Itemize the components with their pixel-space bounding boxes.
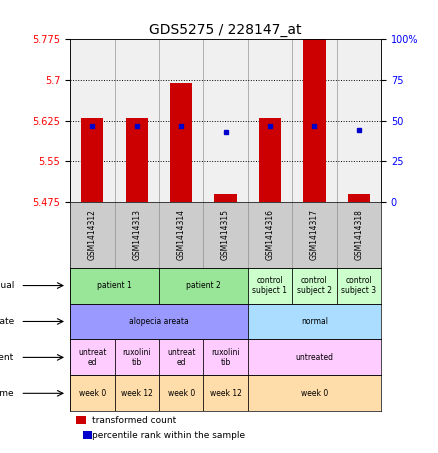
Bar [348,194,370,202]
Text: GSM1414314: GSM1414314 [177,209,186,260]
Text: patient 2: patient 2 [186,281,221,290]
FancyBboxPatch shape [203,376,248,411]
Text: agent: agent [0,353,14,362]
FancyBboxPatch shape [114,339,159,376]
Text: GSM1414315: GSM1414315 [221,209,230,260]
Text: week 0: week 0 [79,389,106,398]
FancyBboxPatch shape [70,376,114,411]
FancyBboxPatch shape [248,268,292,304]
FancyBboxPatch shape [203,339,248,376]
Text: disease state: disease state [0,317,14,326]
FancyBboxPatch shape [337,268,381,304]
FancyBboxPatch shape [70,339,114,376]
Text: control
subject 3: control subject 3 [341,276,376,295]
FancyBboxPatch shape [70,304,248,339]
Text: time: time [0,389,14,398]
Bar [126,118,148,202]
Text: untreat
ed: untreat ed [167,348,195,367]
Bar [76,416,86,424]
Text: percentile rank within the sample: percentile rank within the sample [92,431,245,439]
Text: GSM1414316: GSM1414316 [265,209,275,260]
FancyBboxPatch shape [159,376,203,411]
Text: normal: normal [301,317,328,326]
FancyBboxPatch shape [292,268,337,304]
FancyBboxPatch shape [248,376,381,411]
FancyBboxPatch shape [248,339,381,376]
Bar [303,39,325,202]
Text: alopecia areata: alopecia areata [129,317,189,326]
Text: GSM1414317: GSM1414317 [310,209,319,260]
Text: control
subject 2: control subject 2 [297,276,332,295]
Bar [259,118,281,202]
FancyBboxPatch shape [159,268,248,304]
Text: GDS5275 / 228147_at: GDS5275 / 228147_at [149,24,302,37]
Bar [82,431,92,439]
Text: GSM1414312: GSM1414312 [88,209,97,260]
Text: ruxolini
tib: ruxolini tib [122,348,151,367]
Text: untreat
ed: untreat ed [78,348,106,367]
FancyBboxPatch shape [114,376,159,411]
Text: individual: individual [0,281,14,290]
Text: ruxolini
tib: ruxolini tib [211,348,240,367]
Text: patient 1: patient 1 [97,281,132,290]
Text: GSM1414313: GSM1414313 [132,209,141,260]
FancyBboxPatch shape [70,268,159,304]
FancyBboxPatch shape [159,339,203,376]
Bar [81,118,103,202]
Bar [170,82,192,202]
Text: untreated: untreated [295,353,333,362]
Text: week 0: week 0 [167,389,195,398]
Text: GSM1414318: GSM1414318 [354,209,364,260]
FancyBboxPatch shape [248,304,381,339]
Bar [215,194,237,202]
Text: week 12: week 12 [210,389,241,398]
Text: week 12: week 12 [121,389,153,398]
Text: transformed count: transformed count [92,416,176,425]
Text: week 0: week 0 [301,389,328,398]
Text: control
subject 1: control subject 1 [252,276,287,295]
